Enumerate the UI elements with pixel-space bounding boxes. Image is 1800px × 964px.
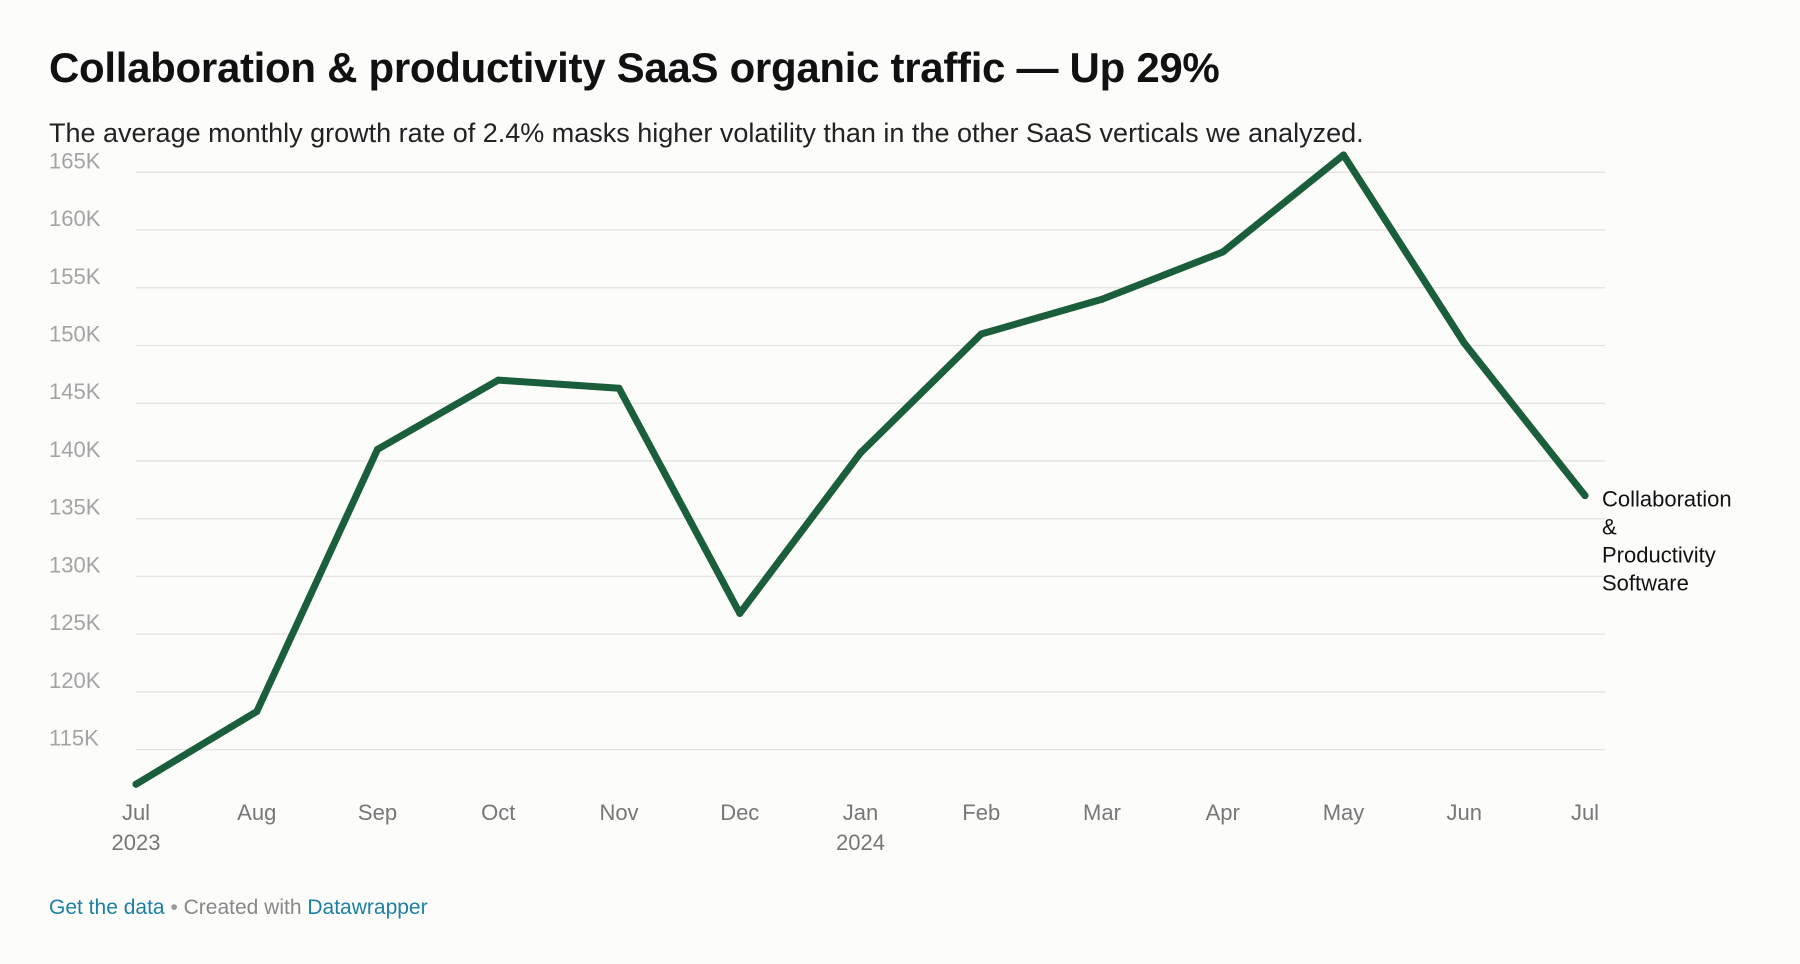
data-point <box>1098 295 1106 303</box>
data-point <box>374 445 381 453</box>
x-tick-month: Aug <box>237 800 276 825</box>
y-tick-label: 120K <box>49 668 101 693</box>
x-tick-month: Jan <box>843 800 878 825</box>
y-tick-label: 165K <box>49 148 101 173</box>
created-with-text: Created with <box>183 896 302 919</box>
data-point <box>132 780 140 788</box>
data-point <box>253 707 261 715</box>
data-point <box>1219 248 1227 256</box>
x-tick-year: 2024 <box>836 830 885 855</box>
x-tick-label: Feb <box>962 800 1000 825</box>
get-the-data-link[interactable]: Get the data <box>49 896 165 919</box>
series-layer: Collaboration & Productivity Software <box>132 151 1732 788</box>
x-tick-label: Mar <box>1083 800 1121 825</box>
y-tick-label: 160K <box>49 206 101 231</box>
data-point <box>857 449 864 457</box>
x-tick-label: Nov <box>599 800 638 825</box>
y-tick-label: 140K <box>49 437 101 462</box>
x-axis-ticks: Jul 2023 Aug Sep Oct Nov Dec Jan 2024 Feb Mar Apr Ma… <box>112 800 1600 855</box>
x-tick-label: May <box>1323 800 1365 825</box>
y-tick-label: 145K <box>49 379 101 404</box>
series-label-line: & <box>1602 515 1617 540</box>
x-tick-month: Apr <box>1206 800 1240 825</box>
x-tick-month: Jul <box>1571 800 1599 825</box>
y-tick-label: 150K <box>49 322 101 347</box>
y-tick-label: 130K <box>49 552 101 577</box>
data-point <box>1460 339 1468 347</box>
x-tick-month: Feb <box>962 800 1000 825</box>
x-tick-month: Sep <box>358 800 397 825</box>
series-label-line: Productivity <box>1602 543 1716 568</box>
x-tick-label: Dec <box>720 800 759 825</box>
x-tick-year: 2023 <box>112 830 161 855</box>
x-tick-label: Oct <box>481 800 515 825</box>
datawrapper-link[interactable]: Datawrapper <box>307 896 428 919</box>
series-label-line: Collaboration <box>1602 487 1732 512</box>
chart-subtitle: The average monthly growth rate of 2.4% … <box>49 118 1364 148</box>
y-tick-label: 115K <box>49 726 99 751</box>
y-tick-label: 135K <box>49 495 101 520</box>
x-tick-label: Sep <box>358 800 397 825</box>
data-point <box>615 384 623 392</box>
data-point <box>736 609 744 617</box>
x-tick-month: Jul <box>122 800 150 825</box>
data-point <box>1340 151 1347 159</box>
x-tick-label: Apr <box>1206 800 1240 825</box>
series-label: Collaboration & Productivity Software <box>1602 487 1732 596</box>
series-line <box>132 151 1589 788</box>
x-tick-month: Oct <box>481 800 515 825</box>
data-point <box>1581 492 1589 500</box>
y-tick-label: 125K <box>49 610 101 635</box>
x-tick-month: Jun <box>1447 800 1482 825</box>
data-point <box>494 376 502 384</box>
footer-separator: • <box>170 896 178 919</box>
x-tick-month: Mar <box>1083 800 1121 825</box>
chart-title: Collaboration & productivity SaaS organi… <box>49 44 1220 91</box>
x-tick-label: Jan 2024 <box>836 800 885 855</box>
x-tick-label: Jul <box>1571 800 1599 825</box>
x-tick-month: Dec <box>720 800 759 825</box>
y-tick-label: 155K <box>49 264 101 289</box>
chart-footer: Get the data • Created with Datawrapper <box>49 896 428 920</box>
gridlines <box>136 171 1605 751</box>
series-label-line: Software <box>1602 571 1689 596</box>
x-tick-month: May <box>1323 800 1365 825</box>
x-tick-label: Aug <box>237 800 276 825</box>
y-axis-ticks: 115K 120K 125K 130K 135K 140K 145K 150K 155K 160K… <box>49 148 101 750</box>
x-tick-month: Nov <box>599 800 638 825</box>
x-tick-label: Jul 2023 <box>112 800 161 855</box>
data-point <box>977 330 985 338</box>
x-tick-label: Jun <box>1447 800 1482 825</box>
